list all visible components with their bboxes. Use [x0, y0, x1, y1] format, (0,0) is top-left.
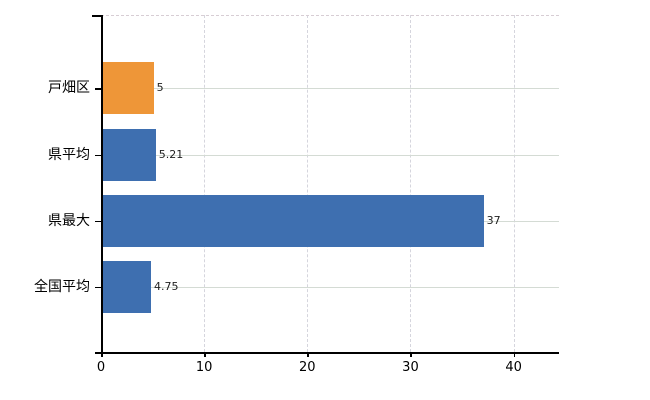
x-tick — [513, 352, 516, 357]
x-tick — [204, 352, 206, 357]
y-tick — [95, 88, 101, 90]
gridline-horizontal — [101, 154, 559, 156]
value-label: 5 — [156, 81, 164, 95]
x-tick-label: 40 — [505, 360, 522, 375]
bar-3 — [102, 194, 484, 247]
x-tick — [410, 352, 412, 357]
value-label: 4.75 — [153, 279, 179, 293]
gridline-vertical — [410, 15, 412, 352]
x-tick-label: 0 — [96, 360, 106, 375]
category-label: 戸畑区 — [48, 80, 90, 97]
x-tick-label: 10 — [195, 360, 213, 375]
category-label: 全国平均 — [34, 278, 90, 295]
gridline-horizontal — [101, 286, 559, 288]
gridline-vertical — [307, 15, 309, 352]
x-tick-label: 20 — [299, 360, 316, 375]
value-label: 37 — [486, 213, 501, 227]
y-tick — [95, 286, 101, 289]
x-axis — [95, 352, 559, 354]
y-axis-top-tick — [92, 15, 101, 17]
bar-4 — [102, 260, 151, 313]
value-label: 5.21 — [158, 147, 184, 161]
gridline-vertical — [513, 15, 515, 352]
y-tick — [95, 220, 101, 223]
category-label: 県平均 — [48, 146, 90, 163]
plot-top-border — [101, 15, 559, 16]
x-tick-label: 30 — [402, 360, 419, 375]
x-tick — [307, 352, 309, 357]
bar-1 — [102, 62, 154, 115]
gridline-vertical — [204, 15, 206, 352]
gridline-horizontal — [101, 88, 559, 90]
bar-2 — [102, 128, 156, 181]
y-axis — [101, 15, 103, 352]
x-tick — [101, 352, 103, 357]
y-tick — [95, 154, 101, 156]
category-label: 県最大 — [48, 212, 90, 229]
